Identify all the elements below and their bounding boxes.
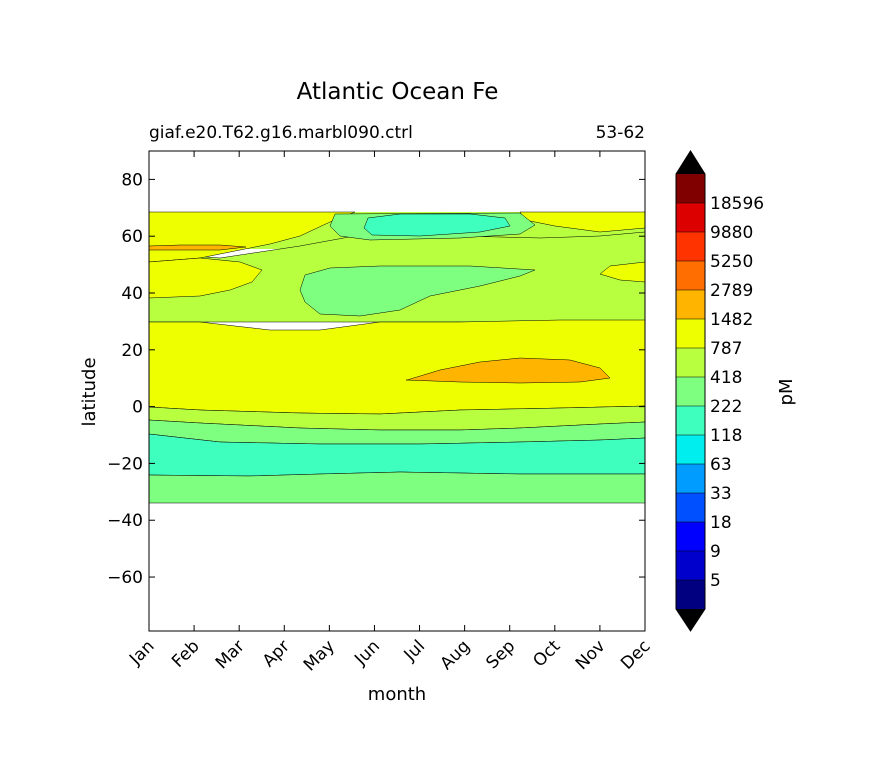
colorbar-segment xyxy=(676,493,705,522)
colorbar-tick-label: 418 xyxy=(710,368,742,388)
colorbar-tick-label: 63 xyxy=(710,455,732,475)
colorbar-segment xyxy=(676,464,705,493)
x-tick-label: Feb xyxy=(168,636,203,671)
colorbar-segment xyxy=(676,580,705,609)
x-tick-label: Jan xyxy=(125,636,158,669)
x-tick-label: Apr xyxy=(259,636,294,671)
x-tick-label: Mar xyxy=(212,636,249,673)
region-mid-lat-green xyxy=(299,265,536,317)
colorbar-label: pM xyxy=(776,379,797,406)
chart-subtitle-left: giaf.e20.T62.g16.marbl090.ctrl xyxy=(149,123,413,143)
colorbar-segment xyxy=(676,261,705,290)
colorbar-segment xyxy=(676,232,705,261)
y-tick-label: 60 xyxy=(121,227,143,247)
y-tick-label: 40 xyxy=(121,284,143,304)
y-tick-label: 0 xyxy=(132,398,143,418)
colorbar-over-triangle xyxy=(676,151,705,174)
colorbar-tick-label: 5 xyxy=(710,571,721,591)
colorbar-tick-label: 2789 xyxy=(710,281,753,301)
colorbar-outline xyxy=(675,150,706,632)
x-axis-label: month xyxy=(368,684,426,705)
region-mid-lat-left xyxy=(148,257,263,299)
chart-title: Atlantic Ocean Fe xyxy=(297,79,499,105)
region-orange-small xyxy=(148,244,247,251)
colorbar-segment xyxy=(676,377,705,406)
colorbar-tick-label: 18596 xyxy=(710,194,764,214)
colorbar-tick-label: 118 xyxy=(710,426,742,446)
colorbar-segment xyxy=(676,522,705,551)
chart-subtitle-right: 53-62 xyxy=(596,123,645,143)
y-axis-label: latitude xyxy=(79,357,100,426)
x-tick-label: Nov xyxy=(572,636,610,674)
colorbar-tick-label: 33 xyxy=(710,484,732,504)
y-tick-label: −60 xyxy=(107,568,143,588)
band-south-edge xyxy=(148,471,646,504)
x-tick-label: Sep xyxy=(482,636,519,673)
colorbar-segment xyxy=(676,406,705,435)
y-tick-label: 80 xyxy=(121,170,143,190)
region-orange xyxy=(405,357,611,384)
y-axis-ticks: 80 60 40 20 0 −20 −40 −60 xyxy=(107,170,645,588)
colorbar-tick-label: 1482 xyxy=(710,310,753,330)
colorbar-segment xyxy=(676,319,705,348)
colorbar-under-triangle xyxy=(676,609,705,631)
colorbar-segment xyxy=(676,203,705,232)
contour-field xyxy=(148,211,646,504)
x-tick-label: Dec xyxy=(617,636,654,673)
colorbar-segment xyxy=(676,551,705,580)
x-tick-label: Jul xyxy=(400,636,429,665)
plot-area: Jan Feb Mar Apr May Jun Jul Aug Sep Oct Nov Dec 80 6… xyxy=(107,150,655,675)
y-tick-label: −20 xyxy=(107,454,143,474)
colorbar: 5 9 18 33 63 118 222 418 787 1482 2789 5250 9880 1859… xyxy=(675,150,764,632)
y-tick-label: 20 xyxy=(121,341,143,361)
plot-frame xyxy=(148,150,646,632)
colorbar-segment xyxy=(676,435,705,464)
colorbar-tick-label: 9 xyxy=(710,542,721,562)
colorbar-segment xyxy=(676,290,705,319)
x-tick-label: May xyxy=(300,636,339,675)
colorbar-segment xyxy=(676,348,705,377)
colorbar-segment xyxy=(676,174,705,203)
x-tick-label: Oct xyxy=(529,636,564,671)
x-tick-label: Aug xyxy=(437,636,475,674)
colorbar-tick-label: 18 xyxy=(710,513,732,533)
colorbar-tick-label: 5250 xyxy=(710,252,753,272)
colorbar-tick-label: 787 xyxy=(710,339,742,359)
colorbar-tick-label: 222 xyxy=(710,397,742,417)
region-cyan-high xyxy=(363,213,511,237)
y-tick-label: −40 xyxy=(107,511,143,531)
x-tick-label: Jun xyxy=(350,636,384,670)
colorbar-tick-label: 9880 xyxy=(710,223,753,243)
